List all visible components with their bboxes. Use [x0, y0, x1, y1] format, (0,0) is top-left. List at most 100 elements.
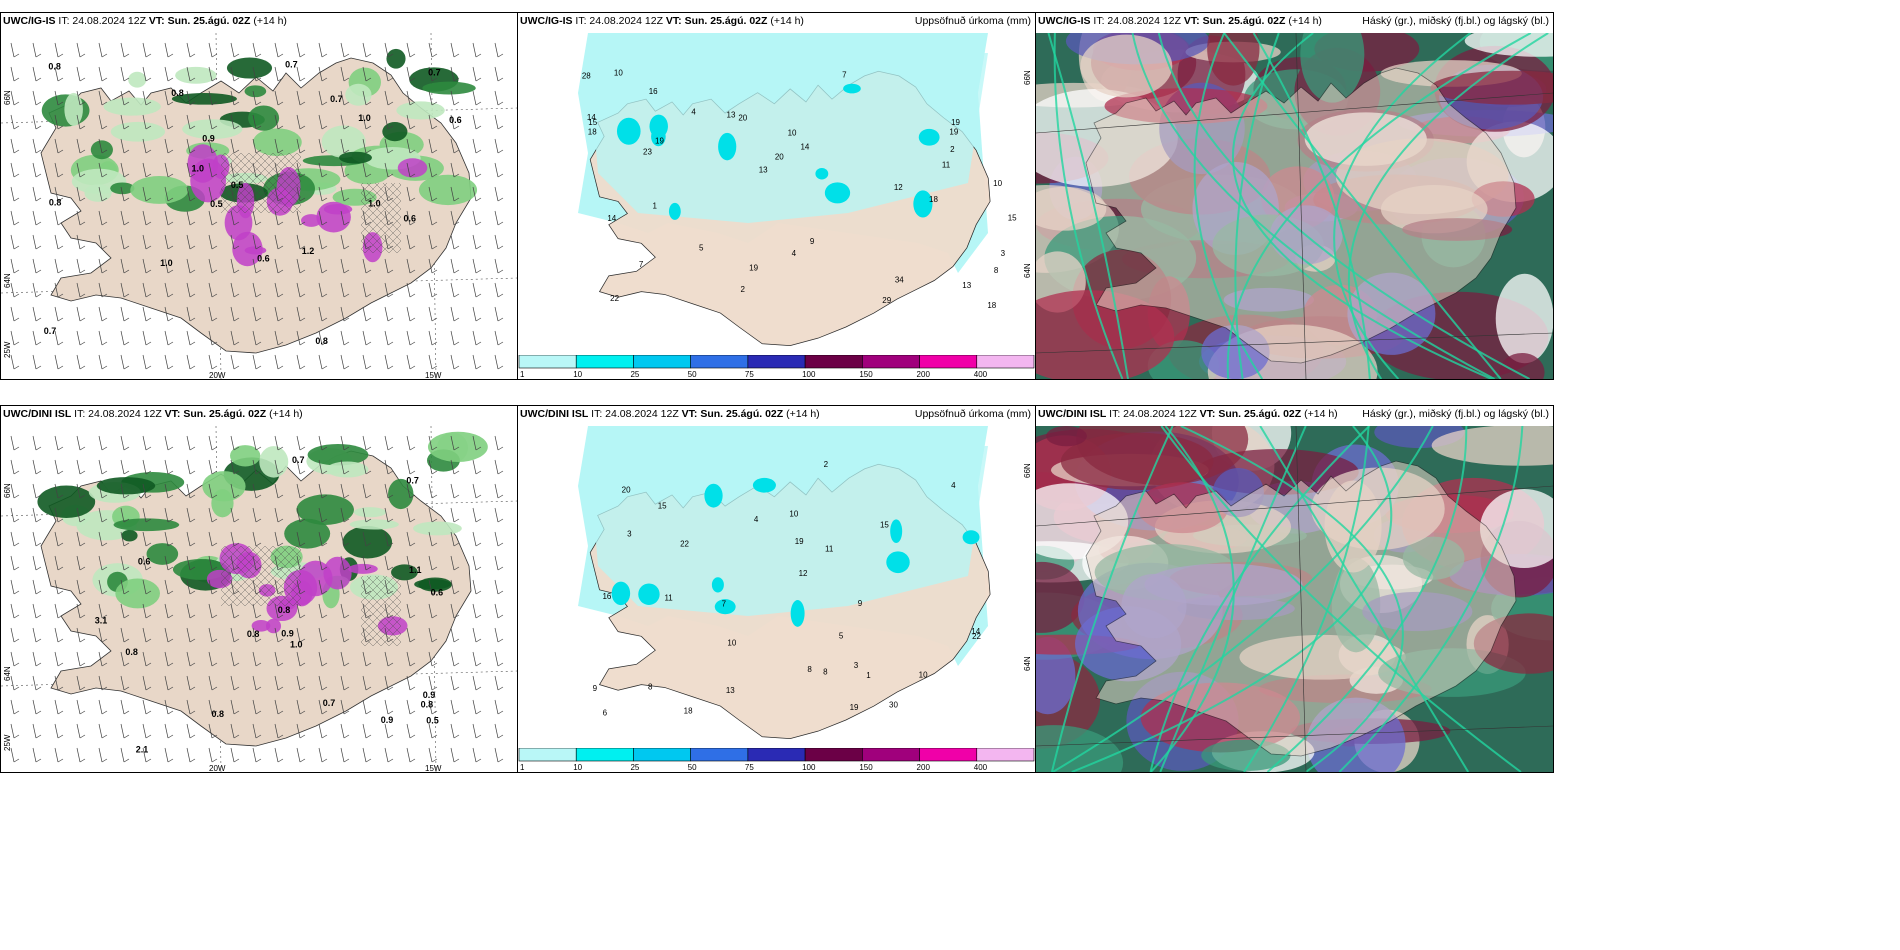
wind-barb	[252, 42, 262, 58]
wind-barb	[76, 483, 86, 499]
cloud-patch	[1430, 70, 1553, 105]
wind-barb	[98, 354, 108, 370]
wind-barb	[186, 114, 196, 130]
wind-barb	[274, 234, 284, 250]
grid-line	[1036, 332, 1553, 354]
wind-barb	[494, 330, 504, 346]
colorbar-segment	[690, 354, 749, 369]
wind-barb	[274, 162, 284, 178]
precip-area	[37, 485, 96, 518]
wind-barb	[450, 603, 460, 619]
colorbar-tick: 150	[859, 370, 873, 379]
accum-value-label: 11	[942, 160, 951, 169]
accum-value-label: 20	[775, 152, 784, 161]
accum-value-label: 1	[652, 202, 657, 211]
accum-high	[913, 190, 933, 218]
precip-area	[353, 507, 387, 518]
wind-barb	[76, 234, 86, 250]
wind-barb	[428, 114, 438, 130]
wind-barb	[274, 459, 284, 475]
wind-barb	[296, 699, 306, 715]
wind-barb	[76, 66, 86, 82]
wind-barb	[362, 138, 372, 154]
wind-barb	[208, 699, 218, 715]
hatch-area	[361, 576, 401, 646]
wind-barb	[208, 747, 218, 763]
valid-time: VT: Sun. 25.ágú. 02Z	[1183, 15, 1286, 27]
wind-barb	[428, 483, 438, 499]
cloud-contour	[1266, 426, 1468, 772]
wind-barb	[318, 210, 328, 226]
wind-barb	[76, 531, 86, 547]
wind-barb	[472, 555, 482, 571]
init-time: IT: 24.08.2024 12Z	[55, 15, 149, 27]
wind-barb	[472, 483, 482, 499]
grid-line	[1295, 426, 1307, 772]
wind-barb	[164, 555, 174, 571]
precip-area	[130, 176, 189, 204]
colorbar-segment	[518, 747, 577, 762]
wind-barb	[208, 435, 218, 451]
wind-barb	[252, 459, 262, 475]
wind-barb	[10, 42, 20, 58]
accum-value-label: 14	[971, 627, 980, 636]
precip-area	[388, 478, 414, 510]
wind-barb	[32, 699, 42, 715]
wind-barb	[10, 483, 20, 499]
wind-barb	[76, 42, 86, 58]
panel-cloud-igis: UWC/IG-IS IT: 24.08.2024 12Z VT: Sun. 25…	[1035, 12, 1554, 380]
wind-barb	[318, 627, 328, 643]
precip-area	[307, 443, 369, 466]
wind-barb	[98, 306, 108, 322]
wind-barb	[296, 579, 306, 595]
wind-barb	[450, 210, 460, 226]
wind-barb	[186, 282, 196, 298]
wind-barb	[76, 459, 86, 475]
wind-barb	[274, 210, 284, 226]
wind-barb	[472, 579, 482, 595]
wind-barb	[142, 483, 152, 499]
accum-high	[886, 551, 910, 574]
wind-barb	[208, 258, 218, 274]
accum-high	[815, 167, 829, 180]
wind-barb	[340, 747, 350, 763]
hatch-area	[361, 183, 401, 253]
wind-barb	[296, 531, 306, 547]
lead-time: (+14 h)	[783, 408, 820, 420]
wind-barb	[428, 42, 438, 58]
accum-value-label: 11	[825, 545, 834, 554]
wind-barb	[32, 210, 42, 226]
cloud-patch	[1036, 186, 1107, 231]
cloud-contour	[1157, 33, 1531, 379]
axis-label: 66N	[1023, 70, 1032, 85]
wind-barb	[362, 234, 372, 250]
wind-barb	[208, 651, 218, 667]
cloud-contour	[1252, 33, 1371, 379]
colorbar-tick: 75	[745, 370, 754, 379]
wind-barb	[406, 330, 416, 346]
wind-barb	[54, 531, 64, 547]
wind-barb	[98, 186, 108, 202]
wind-barb	[318, 186, 328, 202]
wind-barb	[32, 507, 42, 523]
wind-barb	[340, 675, 350, 691]
wind-barb	[406, 747, 416, 763]
wind-barb	[384, 747, 394, 763]
wind-barb	[54, 675, 64, 691]
product-title: Háský (gr.), miðský (fj.bl.) og lágský (…	[1362, 408, 1549, 420]
wind-barb	[32, 330, 42, 346]
wind-barb	[296, 138, 306, 154]
wind-barb	[428, 579, 438, 595]
wind-barb	[186, 186, 196, 202]
wind-barb	[142, 531, 152, 547]
wind-barb	[230, 435, 240, 451]
wind-barb	[164, 306, 174, 322]
wind-barb	[32, 459, 42, 475]
precip-area	[146, 543, 179, 565]
wind-barb	[450, 258, 460, 274]
wind-barb	[450, 459, 460, 475]
wind-barb	[384, 138, 394, 154]
precip-value-label: 0.6	[404, 214, 417, 224]
lead-time: (+14 h)	[250, 15, 287, 27]
wind-barb	[120, 651, 130, 667]
